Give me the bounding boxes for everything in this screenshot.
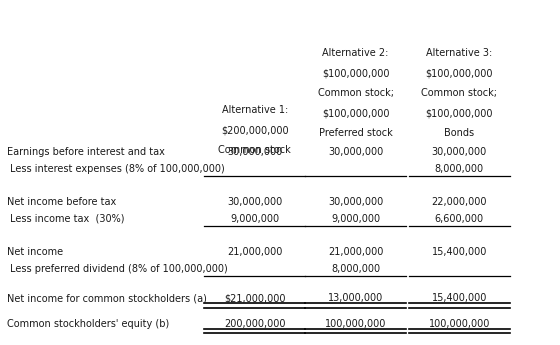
Text: $200,000,000: $200,000,000 bbox=[221, 125, 288, 135]
Text: $100,000,000: $100,000,000 bbox=[322, 108, 389, 118]
Text: Alternative 1:: Alternative 1: bbox=[222, 105, 288, 115]
Text: Bonds: Bonds bbox=[444, 128, 474, 138]
Text: Less interest expenses (8% of 100,000,000): Less interest expenses (8% of 100,000,00… bbox=[10, 164, 224, 174]
Text: Net income: Net income bbox=[7, 247, 63, 257]
Text: 13,000,000: 13,000,000 bbox=[328, 293, 383, 303]
Text: Common stock;: Common stock; bbox=[318, 88, 394, 98]
Text: Common stock;: Common stock; bbox=[421, 88, 497, 98]
Text: $21,000,000: $21,000,000 bbox=[224, 293, 286, 303]
Text: 8,000,000: 8,000,000 bbox=[435, 164, 484, 174]
Text: $100,000,000: $100,000,000 bbox=[322, 68, 389, 78]
Text: 30,000,000: 30,000,000 bbox=[432, 147, 487, 157]
Text: 30,000,000: 30,000,000 bbox=[227, 197, 282, 207]
Text: 6,600,000: 6,600,000 bbox=[435, 214, 484, 224]
Text: Common stockholders' equity (b): Common stockholders' equity (b) bbox=[7, 319, 169, 329]
Text: 9,000,000: 9,000,000 bbox=[230, 214, 279, 224]
Text: 100,000,000: 100,000,000 bbox=[325, 319, 386, 329]
Text: 8,000,000: 8,000,000 bbox=[331, 264, 380, 274]
Text: 100,000,000: 100,000,000 bbox=[428, 319, 490, 329]
Text: 30,000,000: 30,000,000 bbox=[328, 197, 383, 207]
Text: Net income before tax: Net income before tax bbox=[7, 197, 116, 207]
Text: Less income tax  (30%): Less income tax (30%) bbox=[10, 214, 124, 224]
Text: Common stock: Common stock bbox=[218, 145, 291, 155]
Text: Less preferred dividend (8% of 100,000,000): Less preferred dividend (8% of 100,000,0… bbox=[10, 264, 227, 274]
Text: 9,000,000: 9,000,000 bbox=[331, 214, 380, 224]
Text: 21,000,000: 21,000,000 bbox=[227, 247, 282, 257]
Text: 15,400,000: 15,400,000 bbox=[432, 293, 487, 303]
Text: Preferred stock: Preferred stock bbox=[319, 128, 393, 138]
Text: 30,000,000: 30,000,000 bbox=[227, 147, 282, 157]
Text: 30,000,000: 30,000,000 bbox=[328, 147, 383, 157]
Text: $100,000,000: $100,000,000 bbox=[426, 108, 493, 118]
Text: 15,400,000: 15,400,000 bbox=[432, 247, 487, 257]
Text: Net income for common stockholders (a): Net income for common stockholders (a) bbox=[7, 293, 207, 303]
Text: $100,000,000: $100,000,000 bbox=[426, 68, 493, 78]
Text: Earnings before interest and tax: Earnings before interest and tax bbox=[7, 147, 165, 157]
Text: Alternative 2:: Alternative 2: bbox=[323, 48, 389, 58]
Text: 200,000,000: 200,000,000 bbox=[224, 319, 286, 329]
Text: 22,000,000: 22,000,000 bbox=[431, 197, 487, 207]
Text: 21,000,000: 21,000,000 bbox=[328, 247, 383, 257]
Text: Alternative 3:: Alternative 3: bbox=[426, 48, 492, 58]
